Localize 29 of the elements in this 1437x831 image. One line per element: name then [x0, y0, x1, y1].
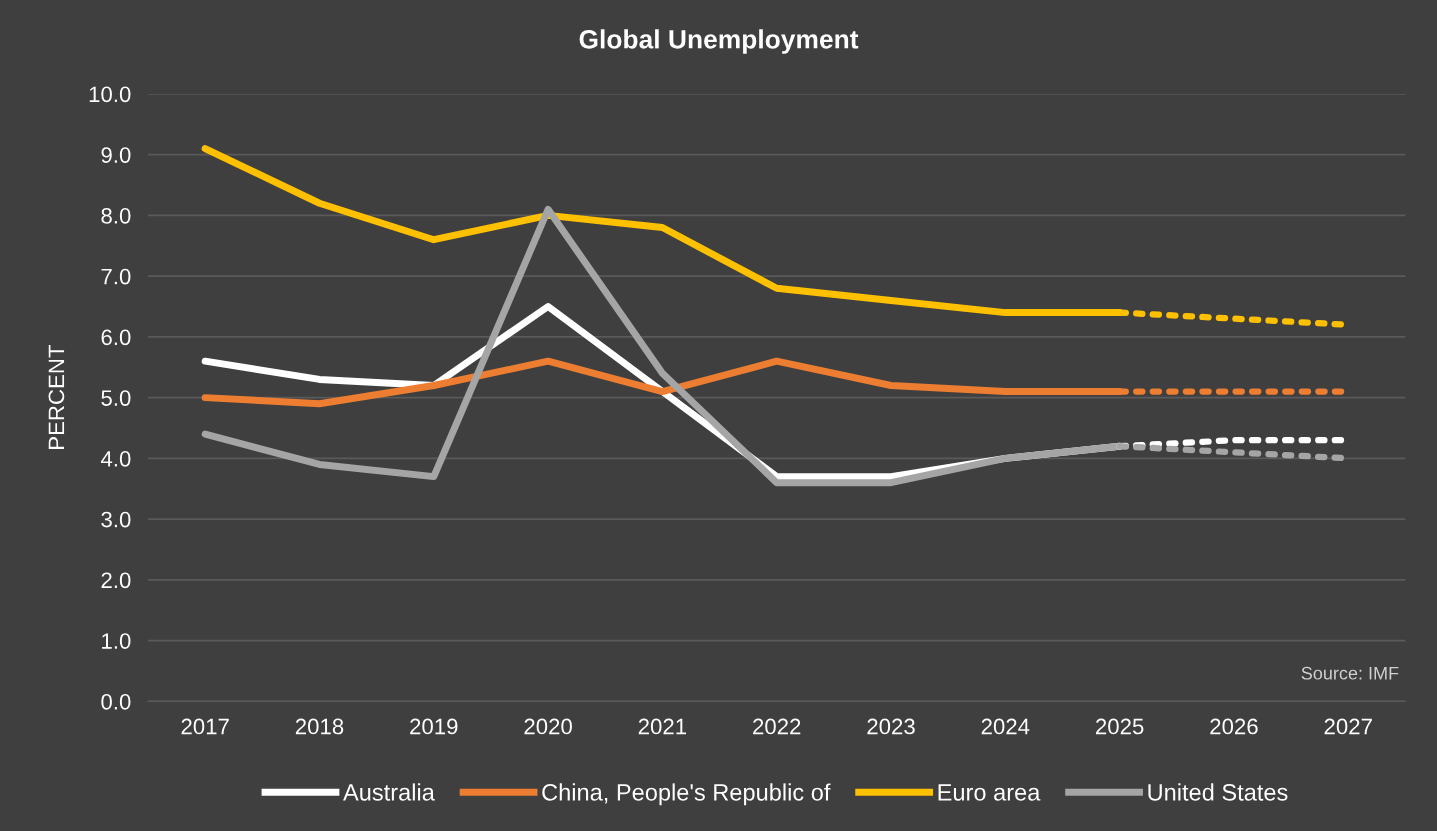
y-tick-label: 10.0	[89, 86, 131, 103]
legend-label: China, People's Republic of	[542, 783, 831, 806]
y-tick-label: 6.0	[101, 329, 131, 346]
y-tick-label: 5.0	[101, 390, 131, 406]
x-tick-label: 2022	[753, 718, 801, 735]
y-tick-label: 9.0	[101, 147, 131, 163]
legend-label: Australia	[343, 783, 435, 801]
x-tick-label: 2026	[1210, 718, 1258, 735]
x-tick-label: 2017	[181, 718, 229, 735]
y-tick-label: 1.0	[102, 633, 131, 649]
annotation: Source: IMF	[1301, 666, 1399, 680]
x-tick-label: 2018	[295, 718, 344, 735]
y-axis-title: PERCENT	[48, 345, 65, 449]
legend-label: United States	[1148, 783, 1288, 801]
x-tick-label: 2019	[410, 718, 458, 735]
y-tick-label: 2.0	[101, 572, 131, 589]
chart-title: Global Unemployment	[579, 29, 859, 54]
x-tick-label: 2025	[1096, 718, 1144, 735]
x-tick-label: 2021	[638, 718, 687, 735]
y-tick-label: 3.0	[101, 511, 131, 528]
x-tick-label: 2023	[867, 718, 915, 735]
y-tick-label: 8.0	[101, 207, 131, 224]
x-tick-label: 2020	[524, 718, 572, 735]
x-tick-label: 2024	[981, 718, 1030, 735]
legend-label: Euro area	[938, 784, 1041, 801]
x-tick-label: 2027	[1324, 718, 1372, 735]
y-tick-label: 4.0	[100, 450, 131, 467]
y-tick-label: 0.0	[101, 693, 131, 710]
y-tick-label: 7.0	[101, 268, 131, 285]
